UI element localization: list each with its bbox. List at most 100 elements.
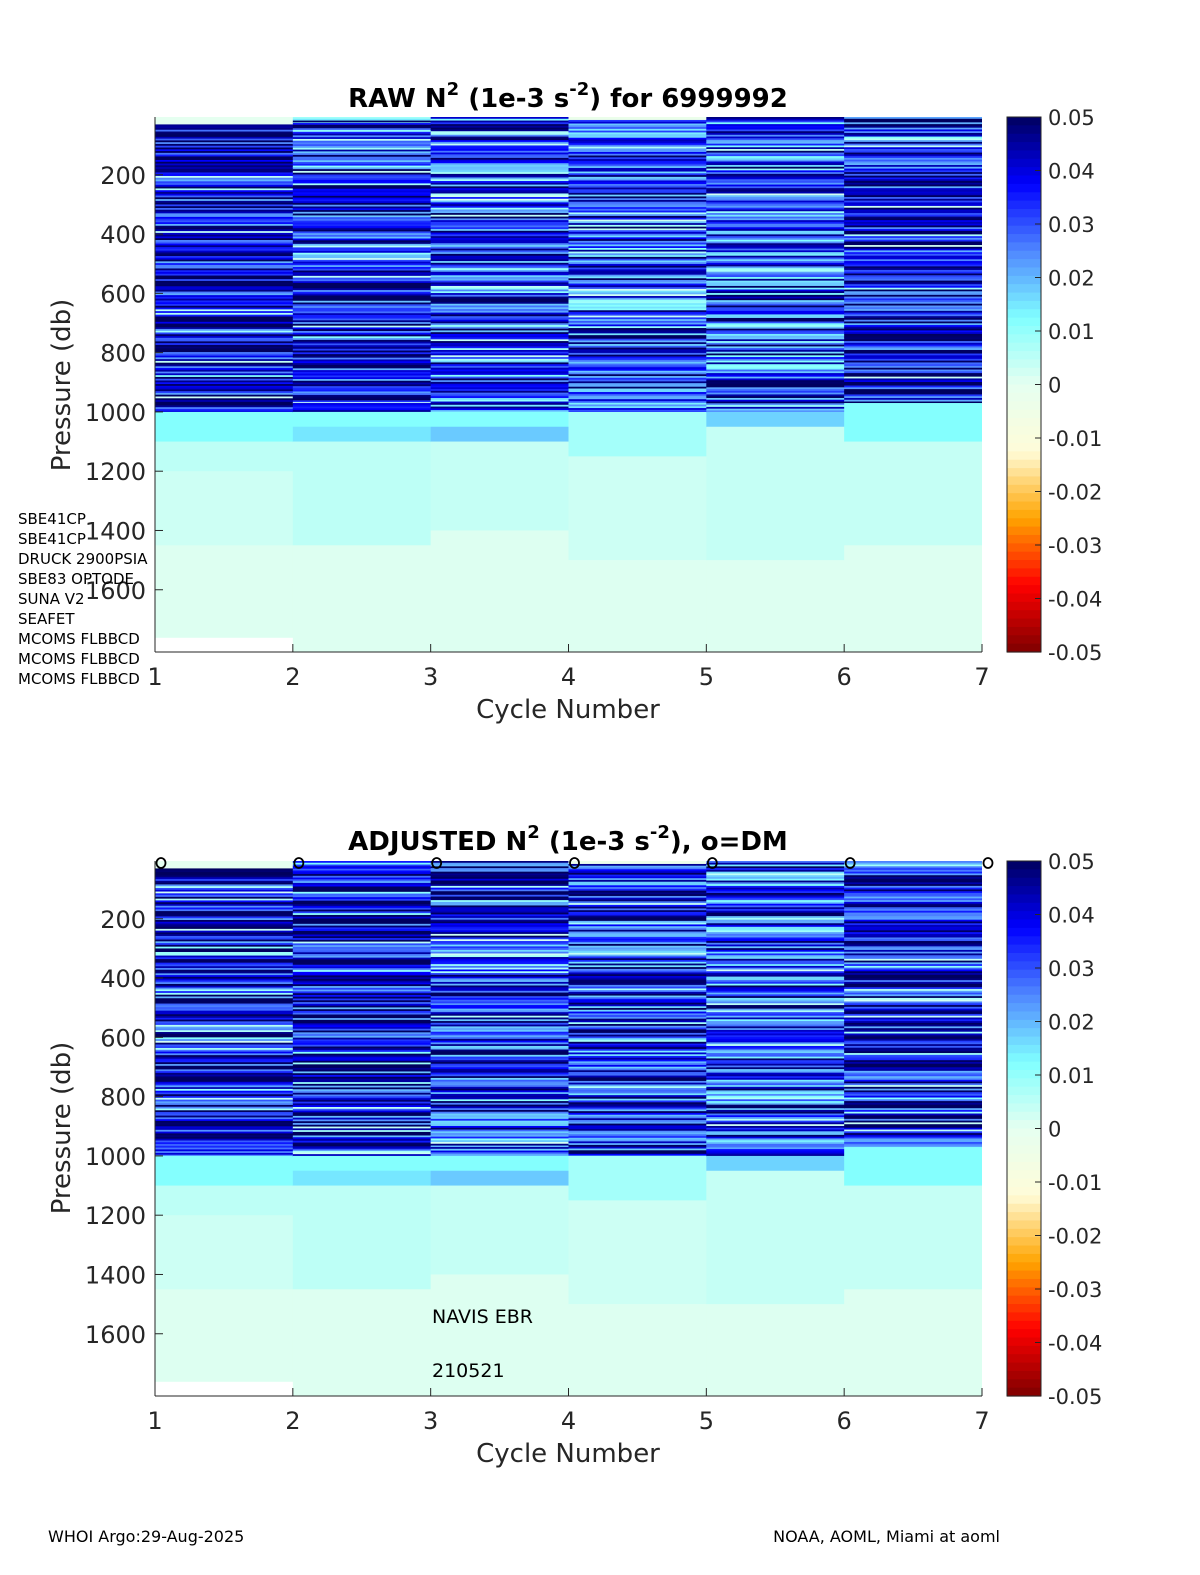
heatmap-cell [155,1014,294,1017]
heatmap-cell [430,953,570,956]
heatmap-cell [706,287,845,291]
heatmap-cell [155,1074,294,1078]
heatmap-cell [568,1011,707,1014]
heatmap-cell [155,1215,294,1290]
y-tick-label: 1200 [85,458,146,486]
heatmap-cell [706,330,845,333]
y-tick-label: 1000 [85,399,146,427]
heatmap-cell [292,955,432,959]
heatmap-cell [430,330,570,333]
heatmap-cell [844,1106,982,1109]
heatmap-cell [844,965,982,969]
heatmap-cell [292,1023,432,1026]
heatmap-cell [430,910,570,914]
heatmap-cell [155,923,294,926]
heatmap-cell [292,1133,432,1137]
heatmap-cell [430,188,570,191]
raw-panel: RAW N2 (1e-3 s-2) for 6999992 1 2 3 4 5 6 7200… [47,79,1102,725]
heatmap-cell [844,122,982,125]
heatmap-cell [568,384,707,388]
x-tick-label: 2 [285,1407,300,1435]
heatmap-cell [155,1072,294,1076]
heatmap-cell [430,1099,570,1102]
heatmap-cell [430,307,570,310]
heatmap-cell [706,928,845,931]
colorbar-tick-label: 0 [1048,374,1061,398]
heatmap-cell [155,318,294,321]
colorbar-tick-label: 0.01 [1048,320,1095,344]
x-tick-label: 7 [974,1407,989,1435]
colorbar-segment [1007,359,1041,369]
heatmap-cell [844,930,982,933]
heatmap-cell [568,935,707,938]
heatmap-cell [706,205,845,209]
heatmap-cell [292,948,432,952]
heatmap-cell [292,862,432,866]
heatmap-cell [430,248,570,251]
heatmap-cell [430,179,570,182]
colorbar-segment [1007,451,1041,461]
heatmap-cell [706,1051,845,1054]
heatmap-cell [706,273,845,276]
heatmap-cell [844,175,982,179]
heatmap-cell [155,932,294,935]
heatmap-cell [292,1044,432,1048]
heatmap-cell [568,251,707,254]
heatmap-cell [155,1110,294,1113]
heatmap-cell [568,990,707,993]
heatmap-cell [844,923,982,926]
heatmap-cell [155,341,294,344]
heatmap-cell [292,341,432,345]
colorbar-tick-label: -0.04 [1048,588,1102,612]
heatmap-cell [155,289,294,293]
heatmap-cell [844,236,982,239]
heatmap-cell [155,1028,294,1031]
heatmap-cell [430,191,570,195]
heatmap-cell [844,186,982,189]
heatmap-cell [430,1006,570,1010]
heatmap-cell [430,958,570,962]
heatmap-cell [292,866,432,870]
heatmap-cell [292,1131,432,1135]
heatmap-cell [430,980,570,983]
heatmap-cell [292,309,432,313]
heatmap-cell [430,1134,570,1138]
heatmap-cell [844,381,982,385]
heatmap-cell [292,1035,432,1039]
heatmap-cell [155,895,294,898]
heatmap-cell [706,355,845,358]
heatmap-cell [155,184,294,188]
heatmap-cell [706,930,845,933]
heatmap-cell [568,1075,707,1078]
heatmap-cell [155,1113,294,1117]
heatmap-cell [430,923,570,926]
heatmap-cell [430,124,570,127]
heatmap-cell [844,545,982,652]
heatmap-cell [844,213,982,216]
heatmap-cell [706,960,845,963]
heatmap-cell [155,953,294,957]
heatmap-cell [706,973,845,976]
heatmap-cell [568,904,707,908]
heatmap-cell [568,1015,707,1018]
heatmap-cell [430,175,570,179]
heatmap-cell [292,941,432,944]
colorbar-segment [1007,978,1041,987]
heatmap-cell [844,441,982,546]
heatmap-cell [568,1064,707,1068]
heatmap-cell [292,980,432,984]
heatmap-cell [292,325,432,329]
colorbar-segment [1007,1187,1041,1196]
heatmap-cell [430,221,570,225]
heatmap-cell [844,1012,982,1015]
heatmap-cell [430,277,570,280]
heatmap-cell [844,333,982,337]
heatmap-cell [568,137,707,141]
heatmap-cell [155,1016,294,1019]
heatmap-cell [155,138,294,142]
heatmap-cell [568,134,707,137]
heatmap-cell [430,974,570,978]
heatmap-cell [844,1076,982,1079]
heatmap-cell [155,248,294,252]
heatmap-cell [706,1143,845,1147]
